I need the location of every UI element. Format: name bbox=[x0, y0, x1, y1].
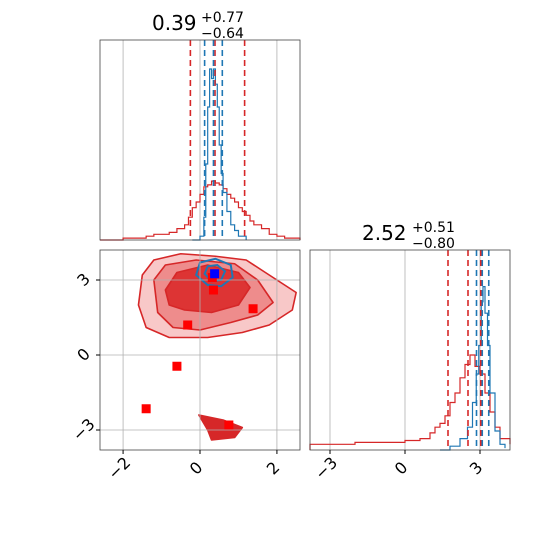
joint-y-tick-label: −3 bbox=[69, 415, 99, 445]
param1-title-plus: +0.77 bbox=[201, 10, 244, 26]
param1-title-value: 0.39 bbox=[152, 11, 197, 35]
joint-blue-contour bbox=[195, 257, 234, 288]
joint-red-marker bbox=[183, 320, 193, 330]
joint-red-marker bbox=[172, 361, 182, 371]
joint-blue-marker bbox=[210, 269, 220, 279]
joint-x-tick-label: 2 bbox=[263, 458, 284, 479]
param2-title-plus: +0.51 bbox=[412, 220, 455, 236]
param2-blue-histogram bbox=[440, 286, 506, 451]
param1-blue-histogram bbox=[192, 68, 247, 241]
param2-title-minus: −0.80 bbox=[412, 236, 455, 252]
joint-red-marker bbox=[224, 420, 234, 430]
joint-axes: −2 0 2 −3 0 3 bbox=[69, 249, 301, 483]
joint-red-contour bbox=[164, 264, 251, 314]
joint-y-tick-label: 3 bbox=[73, 269, 94, 290]
param1-marginal-axes: 0.39 +0.77 −0.64 bbox=[99, 10, 301, 241]
joint-red-marker bbox=[141, 404, 151, 414]
joint-x-tick-label: −2 bbox=[104, 453, 134, 483]
param1-title-minus: −0.64 bbox=[201, 26, 244, 42]
param2-x-tick-label: −3 bbox=[311, 453, 341, 483]
param2-x-tick-label: 0 bbox=[391, 458, 412, 479]
param1-frame bbox=[99, 39, 301, 241]
joint-red-marker bbox=[248, 304, 258, 314]
param2-x-tick-label: 3 bbox=[466, 458, 487, 479]
joint-x-tick-label: 0 bbox=[186, 458, 207, 479]
joint-red-contour bbox=[198, 414, 244, 441]
param2-red-histogram bbox=[309, 354, 511, 450]
joint-red-marker bbox=[208, 285, 218, 295]
param2-marginal-axes: 2.52 +0.51 −0.80 −3 0 3 bbox=[309, 220, 511, 483]
param2-frame bbox=[309, 249, 511, 451]
param2-title-value: 2.52 bbox=[362, 221, 407, 245]
joint-y-tick-label: 0 bbox=[73, 344, 94, 365]
